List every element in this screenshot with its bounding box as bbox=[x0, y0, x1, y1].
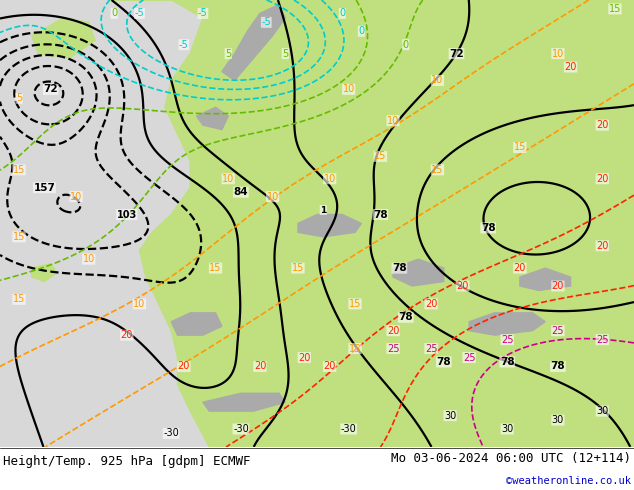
Text: 5: 5 bbox=[16, 93, 22, 103]
Text: 10: 10 bbox=[222, 174, 235, 184]
Text: 78: 78 bbox=[500, 357, 515, 367]
Polygon shape bbox=[393, 259, 444, 286]
Text: 20: 20 bbox=[596, 241, 609, 251]
Text: 25: 25 bbox=[463, 352, 476, 363]
Text: 10: 10 bbox=[133, 299, 146, 309]
Text: 20: 20 bbox=[387, 326, 399, 336]
Text: 20: 20 bbox=[596, 174, 609, 184]
Text: 20: 20 bbox=[552, 281, 564, 291]
Polygon shape bbox=[520, 268, 571, 291]
Polygon shape bbox=[108, 0, 634, 447]
Text: 20: 20 bbox=[323, 362, 336, 371]
Text: ©weatheronline.co.uk: ©weatheronline.co.uk bbox=[506, 476, 631, 487]
Text: 25: 25 bbox=[425, 343, 437, 354]
Text: 15: 15 bbox=[292, 263, 304, 273]
Text: 15: 15 bbox=[13, 165, 25, 175]
Text: 15: 15 bbox=[209, 263, 222, 273]
Text: -5: -5 bbox=[134, 8, 145, 19]
Text: -5: -5 bbox=[179, 40, 189, 49]
Text: 10: 10 bbox=[342, 84, 355, 95]
Text: 78: 78 bbox=[398, 312, 413, 322]
Text: 78: 78 bbox=[373, 210, 388, 220]
Text: 30: 30 bbox=[501, 424, 514, 434]
Text: 78: 78 bbox=[550, 362, 566, 371]
Text: 1: 1 bbox=[320, 205, 327, 215]
Text: 25: 25 bbox=[552, 326, 564, 336]
Text: 30: 30 bbox=[444, 411, 456, 420]
Text: 78: 78 bbox=[481, 223, 496, 233]
Text: Mo 03-06-2024 06:00 UTC (12+114): Mo 03-06-2024 06:00 UTC (12+114) bbox=[391, 452, 631, 466]
Text: 10: 10 bbox=[70, 192, 82, 201]
Text: -30: -30 bbox=[233, 424, 249, 434]
Text: 25: 25 bbox=[596, 335, 609, 344]
Text: 0: 0 bbox=[339, 8, 346, 19]
Text: 72: 72 bbox=[449, 49, 464, 59]
Polygon shape bbox=[197, 107, 228, 129]
Polygon shape bbox=[222, 4, 285, 80]
Text: 0: 0 bbox=[358, 26, 365, 36]
Text: 20: 20 bbox=[596, 120, 609, 130]
Text: 20: 20 bbox=[298, 352, 311, 363]
Text: -30: -30 bbox=[164, 428, 179, 439]
Text: 15: 15 bbox=[609, 4, 621, 14]
Text: 78: 78 bbox=[436, 357, 451, 367]
Text: -30: -30 bbox=[341, 424, 356, 434]
Text: 15: 15 bbox=[349, 299, 361, 309]
Text: 20: 20 bbox=[178, 362, 190, 371]
Text: 15: 15 bbox=[13, 232, 25, 242]
Polygon shape bbox=[203, 393, 285, 411]
Text: 0: 0 bbox=[111, 8, 117, 19]
Text: Height/Temp. 925 hPa [gdpm] ECMWF: Height/Temp. 925 hPa [gdpm] ECMWF bbox=[3, 456, 250, 468]
Text: 10: 10 bbox=[552, 49, 564, 59]
Text: 10: 10 bbox=[431, 75, 444, 85]
Text: 103: 103 bbox=[117, 210, 137, 220]
Text: 157: 157 bbox=[34, 183, 55, 193]
Text: 15: 15 bbox=[374, 151, 387, 161]
Text: 25: 25 bbox=[501, 335, 514, 344]
Text: 72: 72 bbox=[43, 84, 58, 95]
Polygon shape bbox=[171, 313, 222, 335]
Text: 20: 20 bbox=[425, 299, 437, 309]
Polygon shape bbox=[32, 18, 95, 58]
Text: 0: 0 bbox=[403, 40, 409, 49]
Polygon shape bbox=[298, 215, 361, 237]
Text: 25: 25 bbox=[387, 343, 399, 354]
Text: 20: 20 bbox=[564, 62, 577, 72]
Text: 20: 20 bbox=[514, 263, 526, 273]
Text: 15: 15 bbox=[514, 143, 526, 152]
Text: 15: 15 bbox=[13, 294, 25, 304]
Text: 15: 15 bbox=[349, 343, 361, 354]
Text: 30: 30 bbox=[596, 406, 609, 416]
Text: 84: 84 bbox=[233, 187, 249, 197]
Text: 10: 10 bbox=[323, 174, 336, 184]
Text: -5: -5 bbox=[261, 17, 271, 27]
Text: -5: -5 bbox=[198, 8, 208, 19]
Text: 78: 78 bbox=[392, 263, 407, 273]
Polygon shape bbox=[469, 313, 545, 335]
Text: 20: 20 bbox=[120, 330, 133, 340]
Text: 20: 20 bbox=[254, 362, 266, 371]
Text: 15: 15 bbox=[431, 165, 444, 175]
Polygon shape bbox=[32, 264, 57, 282]
Text: 10: 10 bbox=[387, 116, 399, 125]
Text: 30: 30 bbox=[552, 415, 564, 425]
Text: 20: 20 bbox=[456, 281, 469, 291]
Text: 10: 10 bbox=[82, 254, 95, 264]
Text: 5: 5 bbox=[225, 49, 231, 59]
Text: 5: 5 bbox=[282, 49, 288, 59]
Text: 10: 10 bbox=[266, 192, 279, 201]
